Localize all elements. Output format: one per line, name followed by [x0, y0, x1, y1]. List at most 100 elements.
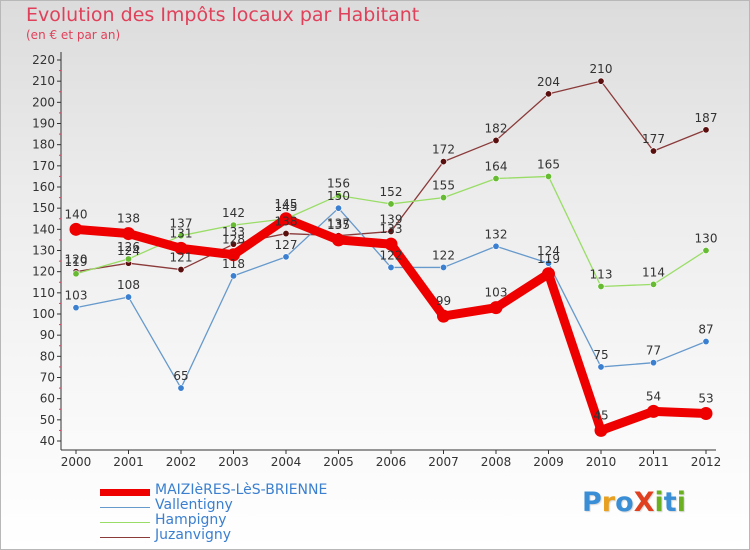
- data-point: [384, 237, 398, 251]
- data-label: 187: [695, 111, 718, 125]
- data-label: 138: [117, 212, 140, 226]
- logo-letter: o: [615, 487, 634, 518]
- data-point: [230, 221, 238, 229]
- proxiti-logo: ProXiti: [582, 487, 686, 518]
- legend-label-juzanvigny: Juzanvigny: [155, 527, 232, 543]
- data-label: 114: [642, 265, 665, 279]
- data-point: [439, 194, 447, 202]
- data-label: 103: [65, 289, 88, 303]
- data-label: 145: [275, 197, 298, 211]
- data-label: 126: [117, 240, 140, 254]
- data-point: [387, 263, 395, 271]
- y-tick-label: 110: [32, 286, 55, 300]
- x-tick-label: 2010: [586, 455, 617, 469]
- data-label: 140: [65, 207, 88, 221]
- data-label: 128: [222, 233, 245, 247]
- data-label: 108: [117, 278, 140, 292]
- y-tick-label: 180: [32, 138, 55, 152]
- data-label: 204: [537, 75, 560, 89]
- data-point: [699, 406, 713, 420]
- chart-axes: 40 50 60 70 80 90 100 110 120 130 140 150 160 170 180 1…: [32, 52, 721, 469]
- data-point: [387, 227, 395, 235]
- x-tick-label: 2002: [166, 455, 197, 469]
- x-tick-label: 2003: [218, 455, 249, 469]
- x-tick-label: 2005: [323, 455, 354, 469]
- data-label: 119: [65, 255, 88, 269]
- data-point: [334, 191, 342, 199]
- data-point: [279, 212, 293, 226]
- data-point: [122, 227, 135, 241]
- legend-label-maizieres: MAIZIèRES-LèS-BRIENNE: [155, 482, 328, 498]
- data-label: 118: [222, 257, 245, 271]
- data-label: 165: [537, 157, 560, 171]
- data-label: 182: [485, 121, 508, 135]
- data-label: 138: [275, 215, 298, 229]
- x-tick-label: 2009: [533, 455, 564, 469]
- y-tick-label: 170: [32, 159, 55, 173]
- data-point: [597, 282, 605, 290]
- data-label: 135: [327, 218, 350, 232]
- y-tick-label: 80: [40, 349, 55, 363]
- data-label: 99: [436, 294, 451, 308]
- data-point: [72, 270, 80, 278]
- legend-label-hampigny: Hampigny: [155, 512, 227, 528]
- data-label: 152: [380, 185, 403, 199]
- data-point: [597, 363, 605, 371]
- x-tick-label: 2007: [428, 455, 459, 469]
- data-label: 172: [432, 143, 455, 157]
- data-point: [387, 200, 395, 208]
- data-point: [439, 263, 447, 271]
- data-point: [332, 233, 345, 247]
- data-point: [72, 304, 80, 312]
- data-label: 124: [537, 244, 560, 258]
- x-tick-label: 2004: [271, 455, 302, 469]
- data-point: [702, 247, 710, 255]
- data-point: [177, 266, 185, 274]
- data-point: [649, 147, 657, 155]
- data-label: 87: [698, 323, 713, 337]
- data-point: [489, 301, 503, 315]
- data-label: 177: [642, 132, 665, 146]
- data-point: [594, 423, 608, 437]
- chart-data-labels: 120 124 121 133 138 137 139 172 182 204 210 177 187 1…: [65, 62, 718, 422]
- data-label: 155: [432, 179, 455, 193]
- logo-letter: i: [654, 487, 664, 518]
- x-tick-label: 2011: [638, 455, 669, 469]
- logo-letter: X: [633, 487, 655, 518]
- data-label: 142: [222, 206, 245, 220]
- data-label: 120: [65, 253, 88, 267]
- data-label: 131: [170, 226, 193, 240]
- logo-letter: t: [663, 487, 677, 518]
- data-point: [334, 204, 342, 212]
- data-label: 124: [117, 244, 140, 258]
- data-point: [125, 255, 133, 263]
- data-point: [230, 240, 238, 248]
- y-tick-label: 220: [32, 53, 55, 67]
- y-tick-label: 200: [32, 95, 55, 109]
- data-label: 133: [222, 225, 245, 239]
- data-label: 77: [646, 344, 661, 358]
- data-point: [69, 222, 83, 236]
- data-label: 137: [327, 217, 350, 231]
- y-tick-label: 140: [32, 222, 55, 236]
- y-tick-label: 150: [32, 201, 55, 215]
- y-tick-label: 160: [32, 180, 55, 194]
- data-label: 150: [327, 189, 350, 203]
- legend-swatch-hampigny: [100, 522, 150, 523]
- data-point: [177, 384, 185, 392]
- legend-swatch-vallentigny: [100, 507, 150, 508]
- logo-letter: P: [582, 487, 602, 518]
- x-tick-label: 2012: [691, 455, 722, 469]
- data-point: [125, 293, 133, 301]
- data-label: 75: [593, 348, 608, 362]
- data-point: [647, 404, 660, 418]
- data-point: [544, 172, 552, 180]
- data-point: [227, 248, 240, 262]
- data-point: [177, 232, 185, 240]
- data-label: 103: [485, 286, 508, 300]
- data-label: 45: [593, 408, 608, 422]
- logo-letter: i: [676, 487, 686, 518]
- y-tick-label: 130: [32, 244, 55, 258]
- data-point: [649, 359, 657, 367]
